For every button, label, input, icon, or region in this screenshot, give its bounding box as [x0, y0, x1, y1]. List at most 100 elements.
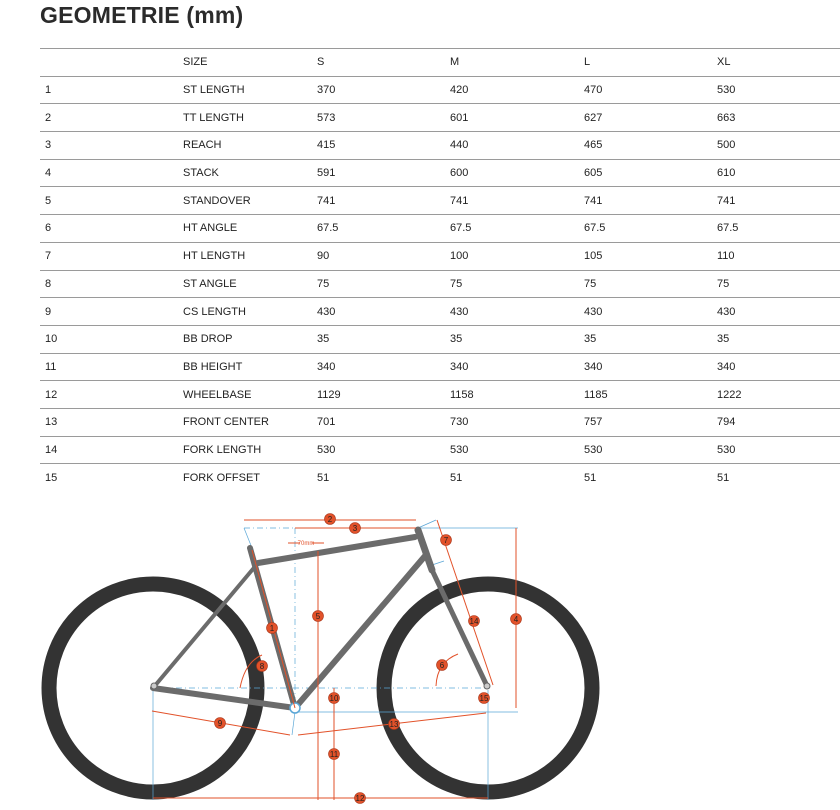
table-cell: 757 — [579, 407, 712, 437]
dimension-marker-label: 4 — [514, 615, 519, 624]
dimension-marker: 1 — [266, 622, 278, 634]
dimension-marker-label: 13 — [390, 720, 399, 729]
dimension-marker: 5 — [312, 610, 324, 622]
dimension-marker-label: 11 — [330, 750, 339, 759]
table-cell: FORK OFFSET — [178, 463, 312, 491]
table-cell: 75 — [312, 269, 445, 298]
table-row: 10 BB DROP 35 35 35 35 — [40, 324, 840, 354]
table-cell: BB HEIGHT — [178, 352, 312, 381]
table-cell: 100 — [445, 241, 579, 270]
table-cell: 794 — [712, 407, 840, 437]
column-header — [40, 48, 178, 77]
table-cell: 530 — [712, 435, 840, 464]
offset-label: 70mm — [298, 541, 315, 547]
table-row: 3 REACH 415 440 465 500 — [40, 131, 840, 160]
table-cell: 9 — [40, 297, 178, 326]
table-cell: 3 — [40, 131, 178, 160]
table-cell: 340 — [579, 352, 712, 381]
table-cell: STACK — [178, 158, 312, 187]
table-row: 7 HT LENGTH 90 100 105 110 — [40, 241, 840, 270]
dimension-marker-label: 10 — [330, 694, 339, 703]
table-cell: 741 — [712, 186, 840, 215]
table-cell: 7 — [40, 241, 178, 270]
table-cell: 105 — [579, 241, 712, 270]
column-header: L — [579, 48, 712, 77]
table-row: 11 BB HEIGHT 340 340 340 340 — [40, 352, 840, 381]
table-cell: 110 — [712, 241, 840, 270]
table-cell: 741 — [579, 186, 712, 215]
table-header-row: SIZE S M L XL — [40, 48, 840, 77]
table-cell: 370 — [312, 75, 445, 104]
table-cell: 741 — [312, 186, 445, 215]
table-cell: FORK LENGTH — [178, 435, 312, 464]
dimension-marker: 4 — [510, 613, 522, 625]
column-header: XL — [712, 48, 840, 77]
bike-frame — [150, 526, 491, 714]
table-cell: FRONT CENTER — [178, 407, 312, 437]
table-row: 2 TT LENGTH 573 601 627 663 — [40, 103, 840, 132]
table-cell: 5 — [40, 186, 178, 215]
table-cell: 430 — [445, 297, 579, 326]
dimension-marker-label: 1 — [270, 624, 275, 633]
table-cell: 730 — [445, 407, 579, 437]
table-cell: 15 — [40, 463, 178, 491]
table-cell: BB DROP — [178, 324, 312, 354]
table-cell: 430 — [712, 297, 840, 326]
table-cell: 10 — [40, 324, 178, 354]
table-cell: 1222 — [712, 380, 840, 409]
dimension-marker: 7 — [440, 534, 452, 546]
dimension-marker: 9 — [214, 717, 226, 729]
table-cell: CS LENGTH — [178, 297, 312, 326]
table-cell: 663 — [712, 103, 840, 132]
dimension-marker-label: 7 — [444, 536, 449, 545]
dimension-marker-label: 5 — [316, 612, 321, 621]
dimension-marker: 12 — [354, 792, 366, 804]
table-row: 4 STACK 591 600 605 610 — [40, 158, 840, 187]
table-cell: 35 — [712, 324, 840, 354]
table-cell: 90 — [312, 241, 445, 270]
table-row: 1 ST LENGTH 370 420 470 530 — [40, 75, 840, 104]
table-cell: ST LENGTH — [178, 75, 312, 104]
table-cell: 573 — [312, 103, 445, 132]
table-row: 5 STANDOVER 741 741 741 741 — [40, 186, 840, 215]
table-cell: 11 — [40, 352, 178, 381]
table-cell: 340 — [712, 352, 840, 381]
table-cell: 440 — [445, 131, 579, 160]
table-cell: 1158 — [445, 380, 579, 409]
table-cell: 75 — [579, 269, 712, 298]
table-cell: 530 — [712, 75, 840, 104]
table-cell: 6 — [40, 214, 178, 243]
table-cell: 67.5 — [579, 214, 712, 243]
table-cell: 741 — [445, 186, 579, 215]
table-cell: 500 — [712, 131, 840, 160]
table-cell: HT LENGTH — [178, 241, 312, 270]
dimension-marker: 2 — [324, 513, 336, 525]
dimension-marker: 15 — [478, 692, 490, 704]
table-cell: 530 — [312, 435, 445, 464]
table-cell: STANDOVER — [178, 186, 312, 215]
table-row: 12 WHEELBASE 1129 1158 1185 1222 — [40, 380, 840, 409]
dimension-marker: 8 — [256, 660, 268, 672]
dimension-marker-label: 9 — [218, 719, 223, 728]
dimension-marker: 11 — [328, 748, 340, 760]
table-cell: 75 — [445, 269, 579, 298]
table-row: 15 FORK OFFSET 51 51 51 51 — [40, 463, 840, 491]
table-cell: 14 — [40, 435, 178, 464]
table-cell: 4 — [40, 158, 178, 187]
table-cell: 600 — [445, 158, 579, 187]
dimension-marker-label: 12 — [356, 794, 365, 803]
dimension-marker: 3 — [349, 522, 361, 534]
table-cell: 1185 — [579, 380, 712, 409]
column-header: M — [445, 48, 579, 77]
table-cell: 340 — [445, 352, 579, 381]
table-cell: 415 — [312, 131, 445, 160]
table-cell: 530 — [445, 435, 579, 464]
table-cell: 51 — [445, 463, 579, 491]
table-cell: 465 — [579, 131, 712, 160]
dimension-marker: 14 — [468, 615, 480, 627]
table-cell: WHEELBASE — [178, 380, 312, 409]
table-cell: 701 — [312, 407, 445, 437]
dimension-marker-label: 2 — [328, 515, 333, 524]
column-header: S — [312, 48, 445, 77]
